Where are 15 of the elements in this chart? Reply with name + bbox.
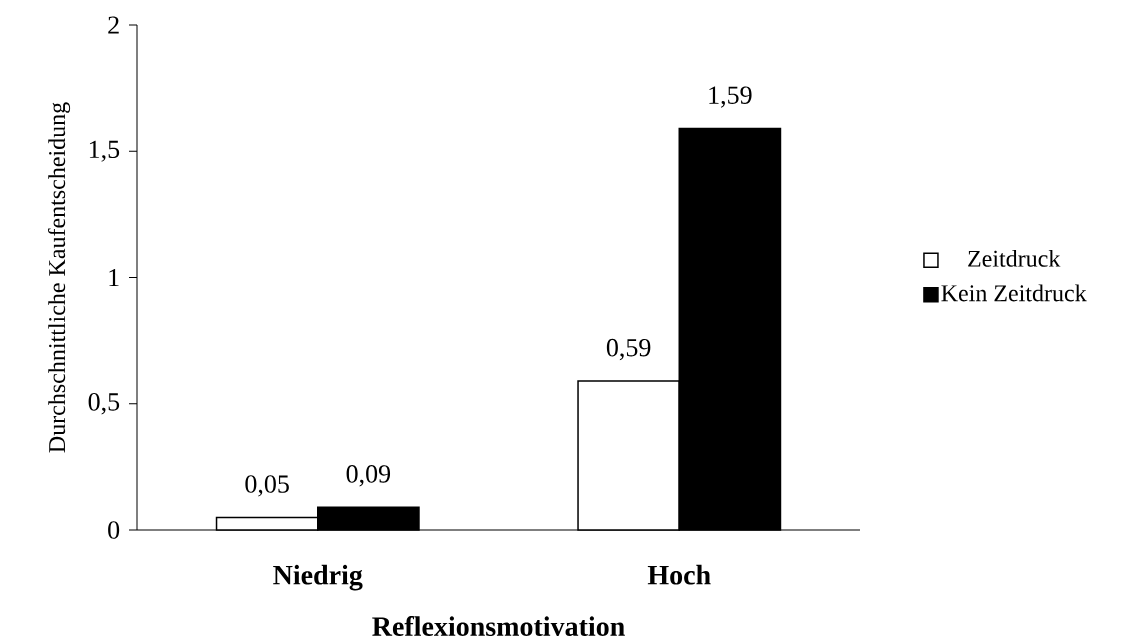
legend-label: Kein Zeitdruck bbox=[941, 284, 1087, 302]
x-axis-title: Reflexionsmotivation bbox=[372, 616, 625, 636]
y-tick-label: 2 bbox=[108, 16, 119, 34]
data-label: 1,59 bbox=[709, 86, 752, 108]
y-tick-label: 0,5 bbox=[88, 393, 120, 415]
y-axis-title: Durchschnittliche Kaufentscheidung bbox=[48, 102, 71, 453]
y-tick-label: 1 bbox=[109, 268, 119, 287]
y-tick-label: 1,5 bbox=[89, 140, 120, 162]
x-tick-label: Niedrig bbox=[273, 564, 363, 591]
y-tick-label: 0 bbox=[108, 521, 120, 539]
data-label: 0,05 bbox=[245, 475, 289, 497]
data-label: 0,59 bbox=[606, 338, 651, 361]
legend-label: Zeitdruck bbox=[968, 249, 1061, 267]
data-label: 0,09 bbox=[346, 465, 391, 487]
x-tick-label: Hoch bbox=[647, 564, 711, 585]
